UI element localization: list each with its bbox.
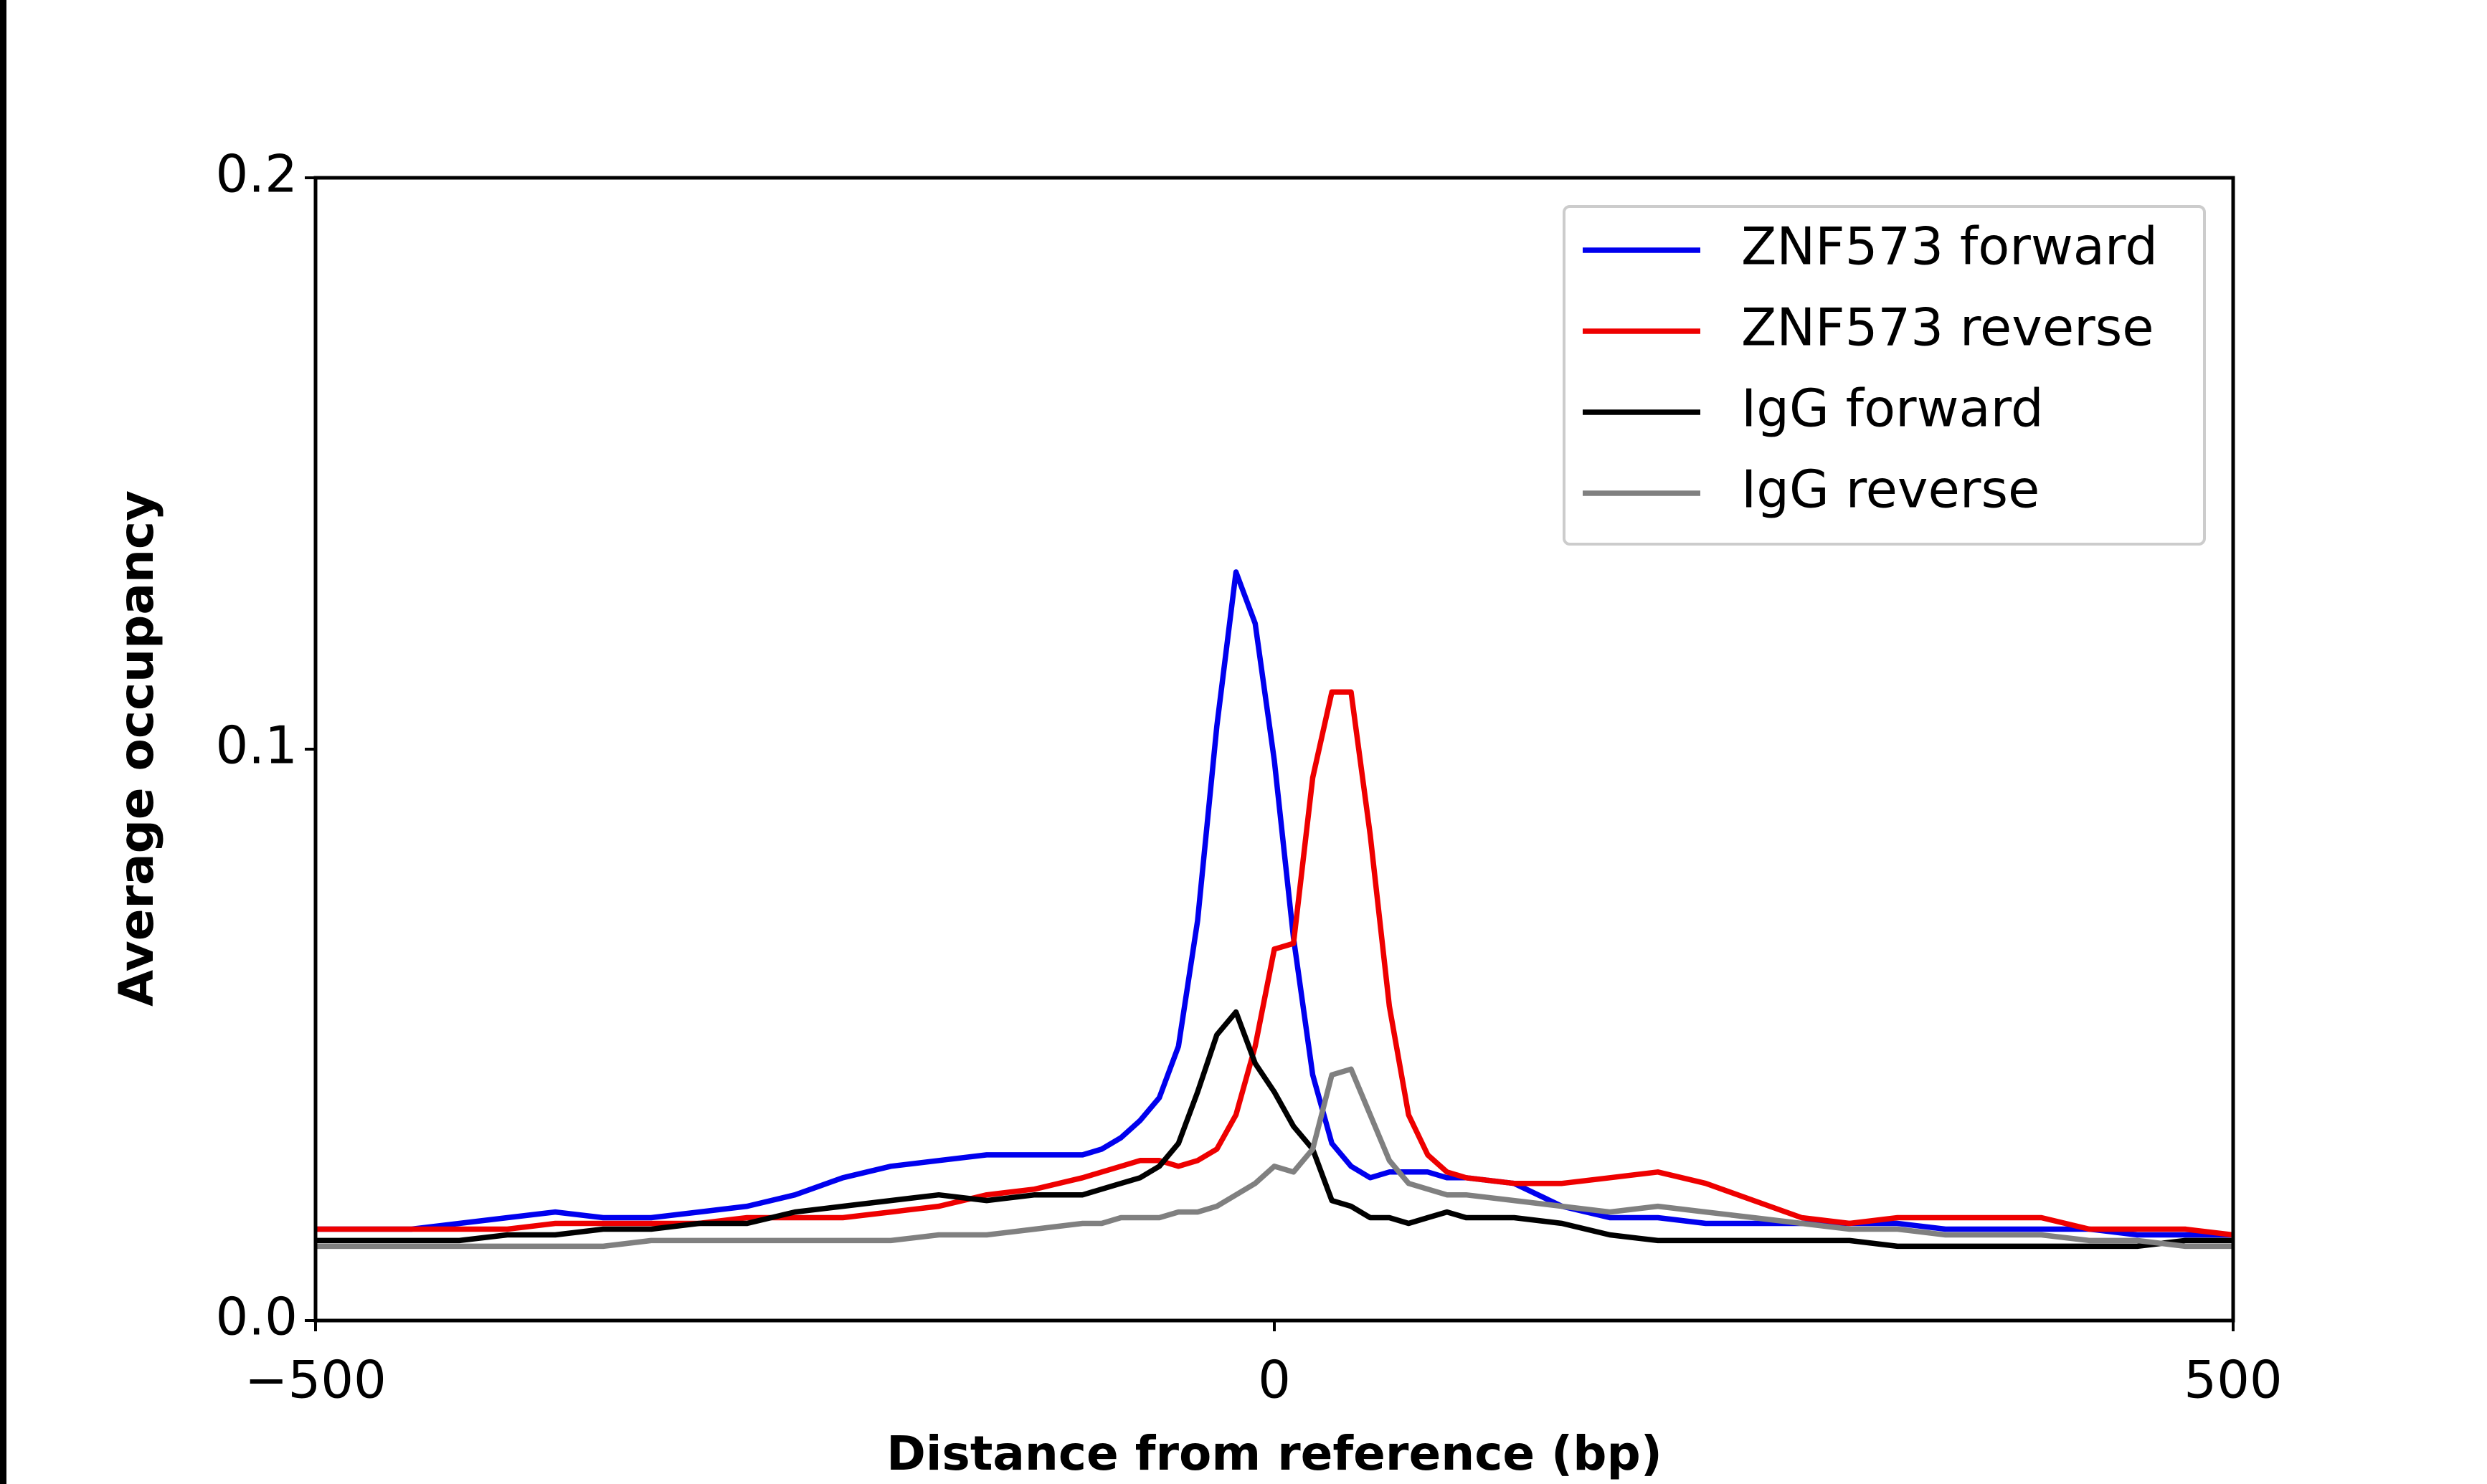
y-axis-label: Average occupancy bbox=[109, 490, 164, 1007]
y-tick-label: 0.1 bbox=[215, 715, 298, 776]
x-tick-label: 500 bbox=[2184, 1350, 2282, 1410]
series-line bbox=[316, 569, 2233, 1238]
plot-frame bbox=[313, 176, 2235, 1323]
left-border bbox=[0, 0, 6, 1484]
legend-label: ZNF573 forward bbox=[1741, 217, 2158, 277]
legend-label: IgG forward bbox=[1741, 379, 2044, 439]
y-tick-label: 0.0 bbox=[215, 1287, 298, 1347]
legend-box bbox=[1563, 205, 2206, 546]
series-line bbox=[316, 1009, 2233, 1250]
legend-label: ZNF573 reverse bbox=[1741, 298, 2154, 358]
y-tick-label: 0.2 bbox=[215, 144, 298, 204]
x-tick-label: −500 bbox=[245, 1350, 387, 1410]
x-axis-label: Distance from reference (bp) bbox=[886, 1426, 1662, 1481]
series-line bbox=[316, 689, 2233, 1238]
legend-label: IgG reverse bbox=[1741, 460, 2040, 520]
x-tick-label: 0 bbox=[1258, 1350, 1291, 1410]
series-line bbox=[316, 1066, 2233, 1250]
